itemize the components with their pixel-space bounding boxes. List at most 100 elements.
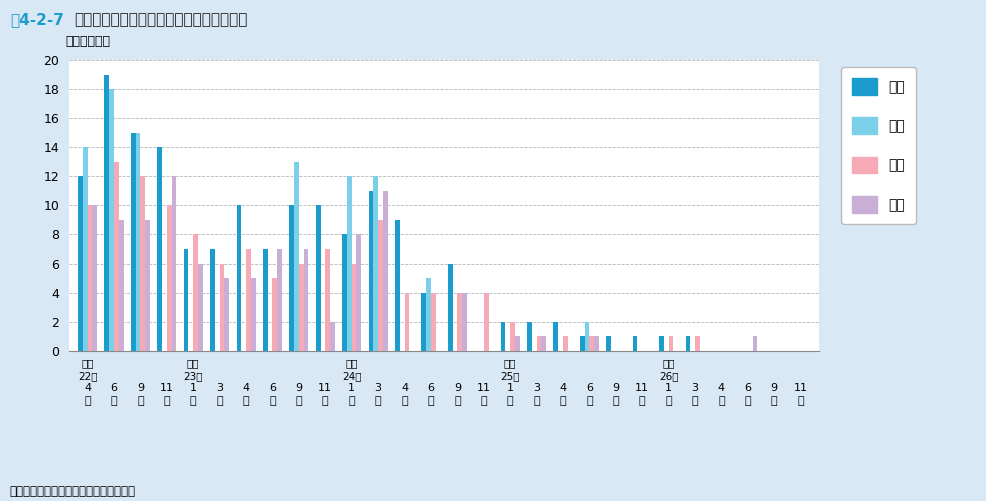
- Text: 23年: 23年: [183, 371, 203, 381]
- Bar: [183, 249, 188, 351]
- Bar: [685, 336, 689, 351]
- Bar: [540, 336, 545, 351]
- Text: 月: 月: [743, 396, 750, 406]
- Bar: [304, 249, 308, 351]
- Text: 6: 6: [743, 383, 750, 393]
- Text: 4: 4: [243, 383, 249, 393]
- Text: 4: 4: [717, 383, 725, 393]
- Bar: [145, 220, 150, 351]
- Text: 平成: 平成: [504, 358, 516, 368]
- Bar: [83, 147, 88, 351]
- Text: 月: 月: [164, 396, 170, 406]
- Text: 9: 9: [454, 383, 460, 393]
- Bar: [368, 191, 373, 351]
- Text: 月: 月: [691, 396, 698, 406]
- Text: 26年: 26年: [659, 371, 677, 381]
- Bar: [632, 336, 637, 351]
- Text: 22年: 22年: [78, 371, 98, 381]
- Text: 月: 月: [770, 396, 777, 406]
- Bar: [329, 322, 334, 351]
- Text: 月: 月: [216, 396, 223, 406]
- Bar: [325, 249, 329, 351]
- Bar: [605, 336, 610, 351]
- Text: 11: 11: [476, 383, 490, 393]
- Text: 1: 1: [506, 383, 513, 393]
- Bar: [118, 220, 123, 351]
- Bar: [562, 336, 567, 351]
- Bar: [373, 176, 378, 351]
- Bar: [448, 264, 453, 351]
- Text: 3: 3: [375, 383, 382, 393]
- Text: 月: 月: [348, 396, 355, 406]
- Bar: [457, 293, 461, 351]
- Bar: [347, 176, 351, 351]
- Text: 月: 月: [532, 396, 539, 406]
- Text: 平成: 平成: [81, 358, 94, 368]
- Bar: [483, 293, 488, 351]
- Bar: [220, 264, 224, 351]
- Bar: [272, 278, 277, 351]
- Text: 月: 月: [401, 396, 407, 406]
- Bar: [527, 322, 531, 351]
- Bar: [594, 336, 599, 351]
- Bar: [193, 234, 198, 351]
- Bar: [316, 205, 320, 351]
- Bar: [105, 75, 109, 351]
- Text: 3: 3: [532, 383, 539, 393]
- Bar: [553, 322, 558, 351]
- Bar: [109, 89, 113, 351]
- Bar: [584, 322, 589, 351]
- Bar: [294, 162, 299, 351]
- Text: 月: 月: [321, 396, 328, 406]
- Bar: [246, 249, 250, 351]
- Text: 平成: 平成: [186, 358, 199, 368]
- Text: 平成: 平成: [345, 358, 358, 368]
- Bar: [277, 249, 282, 351]
- Text: 6: 6: [427, 383, 434, 393]
- Bar: [210, 249, 215, 351]
- Bar: [426, 278, 431, 351]
- Text: （湿重量％）: （湿重量％）: [65, 36, 110, 49]
- Bar: [93, 205, 97, 351]
- Bar: [589, 336, 594, 351]
- Bar: [131, 133, 135, 351]
- Text: 9: 9: [770, 383, 777, 393]
- Bar: [515, 336, 520, 351]
- Text: 11: 11: [793, 383, 807, 393]
- Text: 1: 1: [665, 383, 671, 393]
- Bar: [224, 278, 229, 351]
- Text: 月: 月: [243, 396, 249, 406]
- Text: 11: 11: [317, 383, 332, 393]
- Legend: 副食, 米飯, パン, 牛乳: 副食, 米飯, パン, 牛乳: [840, 67, 915, 224]
- Text: 月: 月: [454, 396, 460, 406]
- Text: 6: 6: [586, 383, 593, 393]
- Text: 月: 月: [84, 396, 91, 406]
- Bar: [135, 133, 140, 351]
- Bar: [431, 293, 435, 351]
- Text: 9: 9: [137, 383, 144, 393]
- Bar: [198, 264, 202, 351]
- Text: 4: 4: [84, 383, 91, 393]
- Bar: [140, 176, 145, 351]
- Text: 月: 月: [137, 396, 144, 406]
- Bar: [461, 293, 466, 351]
- Text: 1: 1: [348, 383, 355, 393]
- Bar: [250, 278, 255, 351]
- Bar: [378, 220, 383, 351]
- Bar: [78, 176, 83, 351]
- Text: 25年: 25年: [500, 371, 520, 381]
- Text: 月: 月: [718, 396, 724, 406]
- Bar: [421, 293, 426, 351]
- Bar: [172, 176, 176, 351]
- Bar: [500, 322, 505, 351]
- Bar: [351, 264, 356, 351]
- Text: 月: 月: [427, 396, 434, 406]
- Text: 4: 4: [559, 383, 566, 393]
- Text: 3: 3: [691, 383, 698, 393]
- Text: 月: 月: [586, 396, 593, 406]
- Bar: [299, 264, 304, 351]
- Bar: [510, 322, 515, 351]
- Bar: [536, 336, 540, 351]
- Text: 月: 月: [110, 396, 117, 406]
- Text: 月: 月: [638, 396, 645, 406]
